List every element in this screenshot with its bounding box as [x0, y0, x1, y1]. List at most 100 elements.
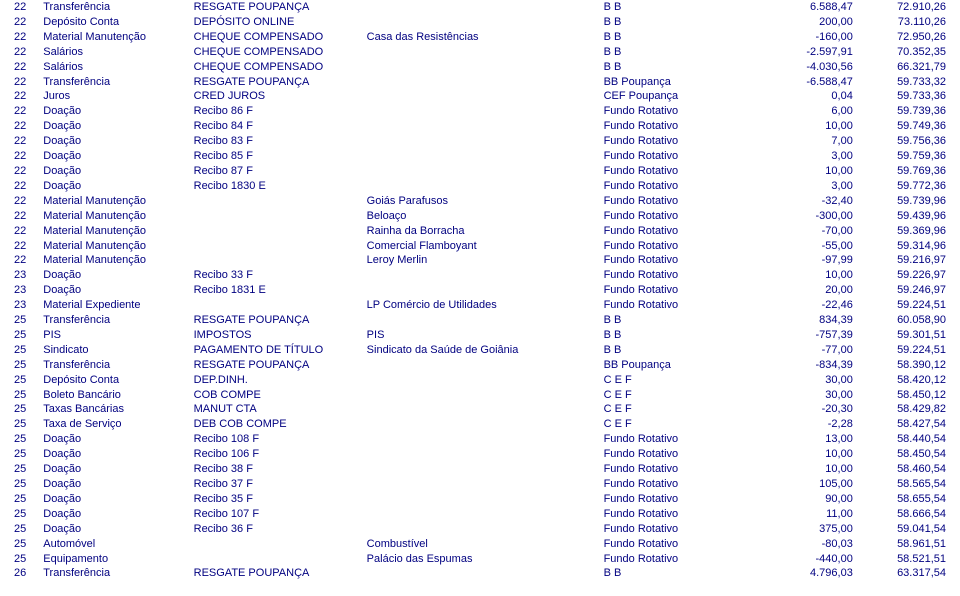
cell-category: Transferência	[43, 0, 193, 15]
cell-category: Transferência	[43, 566, 193, 581]
cell-type: CRED JUROS	[194, 89, 367, 104]
cell-type: Recibo 108 F	[194, 432, 367, 447]
cell-amount: -2.597,91	[768, 45, 852, 60]
table-row: 22TransferênciaRESGATE POUPANÇABB Poupan…	[0, 75, 960, 90]
cell-type: RESGATE POUPANÇA	[194, 358, 367, 373]
cell-day: 25	[0, 537, 43, 552]
cell-account: Fundo Rotativo	[604, 209, 769, 224]
cell-balance: 58.450,54	[853, 447, 960, 462]
cell-category: Doação	[43, 149, 193, 164]
cell-category: PIS	[43, 328, 193, 343]
cell-type: Recibo 35 F	[194, 492, 367, 507]
cell-account: B B	[604, 15, 769, 30]
table-row: 25TransferênciaRESGATE POUPANÇAB B834,39…	[0, 313, 960, 328]
cell-account: B B	[604, 30, 769, 45]
table-row: 25SindicatoPAGAMENTO DE TÍTULOSindicato …	[0, 343, 960, 358]
cell-account: Fundo Rotativo	[604, 239, 769, 254]
table-row: 25DoaçãoRecibo 108 FFundo Rotativo13,005…	[0, 432, 960, 447]
cell-category: Material Manutenção	[43, 253, 193, 268]
cell-category: Salários	[43, 60, 193, 75]
cell-amount: -4.030,56	[768, 60, 852, 75]
cell-day: 25	[0, 402, 43, 417]
cell-category: Doação	[43, 492, 193, 507]
table-row: 25TransferênciaRESGATE POUPANÇABB Poupan…	[0, 358, 960, 373]
cell-amount: -22,46	[768, 298, 852, 313]
cell-account: C E F	[604, 388, 769, 403]
cell-description	[367, 447, 604, 462]
cell-type	[194, 209, 367, 224]
cell-type: Recibo 85 F	[194, 149, 367, 164]
cell-account: Fundo Rotativo	[604, 253, 769, 268]
cell-amount: 105,00	[768, 477, 852, 492]
cell-description	[367, 492, 604, 507]
cell-balance: 59.739,36	[853, 104, 960, 119]
cell-amount: 4.796,03	[768, 566, 852, 581]
cell-day: 22	[0, 0, 43, 15]
cell-account: B B	[604, 45, 769, 60]
cell-type	[194, 298, 367, 313]
cell-balance: 59.041,54	[853, 522, 960, 537]
cell-amount: -757,39	[768, 328, 852, 343]
cell-category: Material Manutenção	[43, 239, 193, 254]
cell-description	[367, 522, 604, 537]
cell-balance: 59.756,36	[853, 134, 960, 149]
cell-type: Recibo 106 F	[194, 447, 367, 462]
cell-type: MANUT CTA	[194, 402, 367, 417]
cell-type: CHEQUE COMPENSADO	[194, 30, 367, 45]
cell-category: Doação	[43, 462, 193, 477]
cell-description: Palácio das Espumas	[367, 552, 604, 567]
cell-description: Rainha da Borracha	[367, 224, 604, 239]
cell-balance: 58.565,54	[853, 477, 960, 492]
cell-type: PAGAMENTO DE TÍTULO	[194, 343, 367, 358]
cell-amount: 10,00	[768, 119, 852, 134]
cell-description	[367, 45, 604, 60]
cell-type: Recibo 1831 E	[194, 283, 367, 298]
cell-account: Fundo Rotativo	[604, 104, 769, 119]
cell-balance: 59.749,36	[853, 119, 960, 134]
cell-category: Salários	[43, 45, 193, 60]
cell-category: Material Manutenção	[43, 30, 193, 45]
cell-category: Doação	[43, 179, 193, 194]
cell-day: 25	[0, 358, 43, 373]
cell-type	[194, 552, 367, 567]
cell-balance: 59.226,97	[853, 268, 960, 283]
cell-balance: 59.369,96	[853, 224, 960, 239]
cell-amount: 11,00	[768, 507, 852, 522]
table-row: 25Depósito ContaDEP.DINH.C E F30,0058.42…	[0, 373, 960, 388]
cell-type: Recibo 33 F	[194, 268, 367, 283]
table-row: 22DoaçãoRecibo 85 FFundo Rotativo3,0059.…	[0, 149, 960, 164]
cell-account: Fundo Rotativo	[604, 552, 769, 567]
cell-type: RESGATE POUPANÇA	[194, 566, 367, 581]
cell-category: Transferência	[43, 358, 193, 373]
table-row: 26TransferênciaRESGATE POUPANÇAB B4.796,…	[0, 566, 960, 581]
table-row: 23DoaçãoRecibo 1831 EFundo Rotativo20,00…	[0, 283, 960, 298]
cell-description: Sindicato da Saúde de Goiânia	[367, 343, 604, 358]
table-row: 25DoaçãoRecibo 106 FFundo Rotativo10,005…	[0, 447, 960, 462]
cell-type: RESGATE POUPANÇA	[194, 75, 367, 90]
table-row: 25DoaçãoRecibo 107 FFundo Rotativo11,005…	[0, 507, 960, 522]
cell-description	[367, 432, 604, 447]
cell-description	[367, 134, 604, 149]
cell-account: Fundo Rotativo	[604, 194, 769, 209]
table-row: 25Taxas BancáriasMANUT CTAC E F-20,3058.…	[0, 402, 960, 417]
cell-description	[367, 388, 604, 403]
table-row: 23Material ExpedienteLP Comércio de Util…	[0, 298, 960, 313]
cell-day: 22	[0, 224, 43, 239]
cell-amount: 10,00	[768, 462, 852, 477]
cell-balance: 59.439,96	[853, 209, 960, 224]
cell-category: Doação	[43, 104, 193, 119]
cell-type: CHEQUE COMPENSADO	[194, 60, 367, 75]
cell-description	[367, 179, 604, 194]
cell-type: CHEQUE COMPENSADO	[194, 45, 367, 60]
table-row: 22DoaçãoRecibo 86 FFundo Rotativo6,0059.…	[0, 104, 960, 119]
cell-category: Doação	[43, 447, 193, 462]
table-row: 22Material ManutençãoCHEQUE COMPENSADOCa…	[0, 30, 960, 45]
cell-amount: -6.588,47	[768, 75, 852, 90]
table-row: 25DoaçãoRecibo 36 FFundo Rotativo375,005…	[0, 522, 960, 537]
cell-amount: 375,00	[768, 522, 852, 537]
cell-amount: -80,03	[768, 537, 852, 552]
cell-category: Juros	[43, 89, 193, 104]
cell-amount: 7,00	[768, 134, 852, 149]
cell-description	[367, 477, 604, 492]
cell-day: 22	[0, 209, 43, 224]
